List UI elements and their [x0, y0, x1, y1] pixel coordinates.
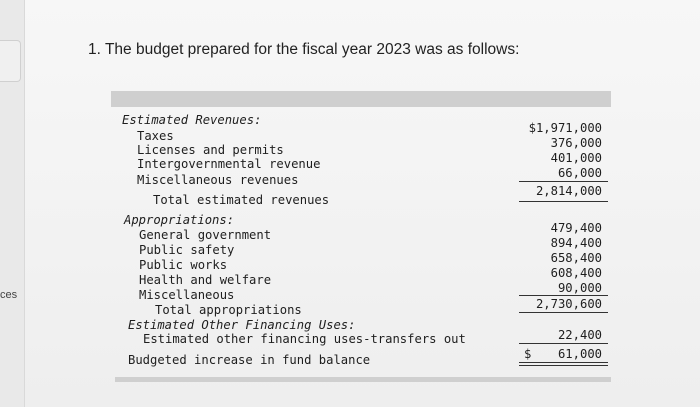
table-footer-bar: [115, 377, 611, 382]
fund-balance-label: Budgeted increase in fund balance: [128, 353, 371, 367]
revenue-label-licenses: Licenses and permits: [137, 143, 284, 157]
fund-balance-rule-1: [519, 362, 608, 363]
revenue-label-intergov: Intergovernmental revenue: [137, 157, 321, 171]
sidebar-label[interactable]: ces: [0, 289, 18, 301]
revenue-total-rule: [519, 201, 608, 202]
fund-balance-rule-2: [519, 365, 608, 366]
table-header-bar: [111, 91, 611, 107]
appropriation-value-general: 479,400: [550, 221, 602, 235]
other-financing-label: Estimated other financing uses-transfers…: [143, 332, 466, 346]
other-financing-value: 22,400: [557, 328, 602, 342]
appropriation-value-health: 608,400: [550, 266, 602, 280]
appropriation-total-rule: [519, 312, 608, 313]
appropriation-value-works: 658,400: [550, 251, 602, 265]
appropriation-subtotal-rule: [519, 295, 608, 296]
revenue-label-taxes: Taxes: [137, 129, 174, 143]
revenue-value-licenses: 376,000: [550, 136, 602, 150]
appropriation-label-general: General government: [139, 228, 272, 242]
appropriation-total-label: Total appropriations: [155, 303, 302, 317]
appropriation-label-works: Public works: [139, 258, 228, 272]
revenue-value-taxes: $1,971,000: [528, 121, 602, 135]
appropriation-label-health: Health and welfare: [139, 273, 272, 287]
fund-balance-value: 61,000: [557, 347, 602, 361]
appropriations-heading: Appropriations:: [124, 213, 235, 227]
revenue-total-label: Total estimated revenues: [153, 193, 330, 207]
revenues-heading: Estimated Revenues:: [122, 113, 262, 127]
revenue-subtotal-rule: [519, 181, 608, 182]
sidebar-tab[interactable]: [0, 40, 21, 82]
appropriation-total-value: 2,730,600: [535, 297, 602, 311]
other-financing-rule: [519, 343, 608, 344]
revenue-label-misc: Miscellaneous revenues: [137, 173, 299, 187]
revenue-value-intergov: 401,000: [550, 151, 602, 165]
other-financing-heading: Estimated Other Financing Uses:: [128, 318, 356, 332]
revenue-value-misc: 66,000: [557, 166, 602, 180]
appropriation-label-misc: Miscellaneous: [139, 288, 235, 302]
appropriation-value-safety: 894,400: [550, 236, 602, 250]
fund-balance-currency: $: [524, 347, 532, 361]
revenue-total-value: 2,814,000: [535, 184, 602, 198]
appropriation-value-misc: 90,000: [557, 281, 602, 295]
question-text: 1. The budget prepared for the fiscal ye…: [88, 41, 520, 58]
appropriation-label-safety: Public safety: [139, 243, 235, 257]
left-sidebar: ces: [0, 0, 25, 407]
